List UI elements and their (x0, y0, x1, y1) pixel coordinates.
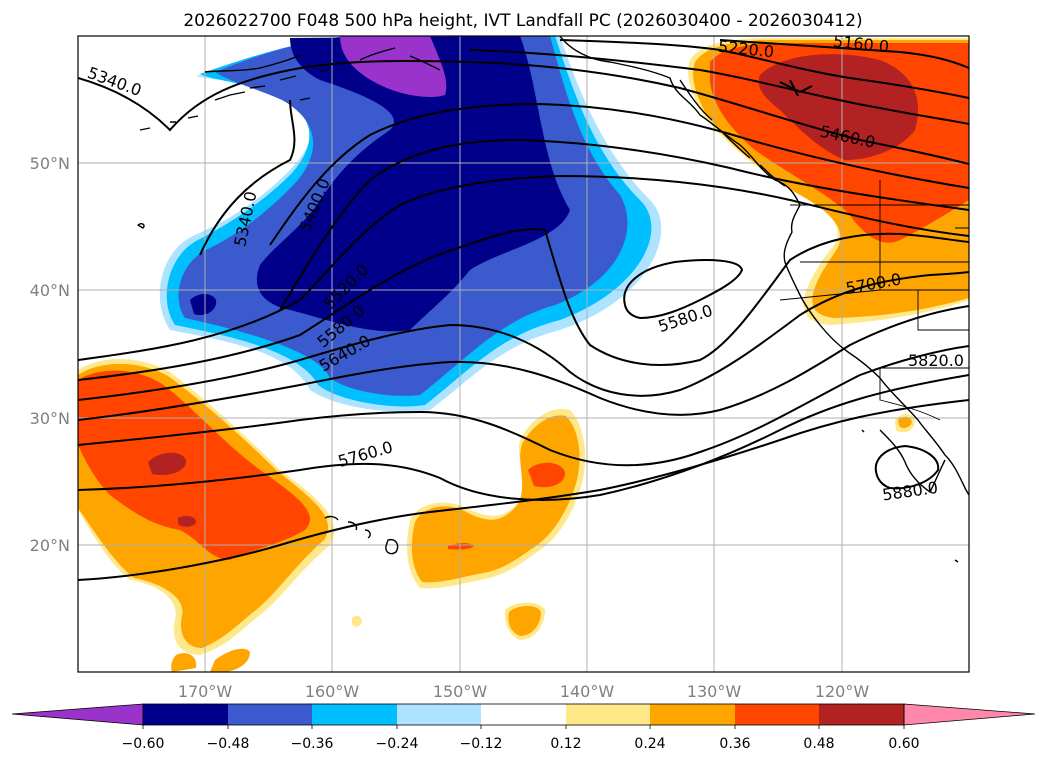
colorbar-tick-label: 0.36 (719, 736, 750, 752)
colorbar-segment (650, 704, 735, 725)
colorbar-segment (481, 704, 566, 725)
colorbar-segment (143, 704, 228, 725)
colorbar-tick-label: 0.24 (634, 736, 665, 752)
y-tick-label: 20°N (30, 536, 70, 555)
y-tick-label: 30°N (30, 409, 70, 428)
colorbar-segment (312, 704, 397, 725)
contour-label: 5820.0 (908, 351, 964, 370)
colorbar-extend-min (11, 703, 144, 726)
y-tick-label: 50°N (30, 154, 70, 173)
colorbar-segment (397, 704, 481, 725)
y-tick-label: 40°N (30, 281, 70, 300)
colorbar-segment (819, 704, 904, 725)
x-tick-label: 170°W (178, 682, 233, 701)
colorbar-tick-label: −0.24 (376, 736, 419, 752)
x-tick-label: 120°W (815, 682, 870, 701)
colorbar-segment (566, 704, 650, 725)
positive-ivt-shading (78, 38, 969, 672)
x-tick-label: 130°W (687, 682, 742, 701)
contour-label: 5160.0 (832, 32, 890, 57)
graticule (78, 36, 969, 672)
colorbar: −0.60 −0.48 −0.36 −0.24 −0.12 0.12 0.24 … (11, 703, 1036, 752)
colorbar-segment (228, 704, 312, 725)
y-axis-ticks: 50°N 40°N 30°N 20°N (30, 154, 70, 555)
colorbar-tick-label: −0.36 (291, 736, 334, 752)
height-contours (78, 39, 969, 581)
colorbar-tick-label: 0.12 (550, 736, 581, 752)
colorbar-tick-label: 0.48 (803, 736, 834, 752)
coastlines (137, 36, 969, 563)
map-panel: 5160.0 5220.0 5340.0 5340.0 5400.0 5460.… (78, 32, 969, 672)
x-tick-label: 140°W (560, 682, 615, 701)
colorbar-ticks (142, 725, 905, 729)
x-axis-ticks: 170°W 160°W 150°W 140°W 130°W 120°W (178, 682, 870, 701)
colorbar-tick-label: −0.12 (460, 736, 503, 752)
colorbar-tick-label: −0.48 (207, 736, 250, 752)
colorbar-segment (735, 704, 819, 725)
x-tick-label: 150°W (433, 682, 488, 701)
map-frame (77, 35, 970, 673)
x-tick-label: 160°W (305, 682, 360, 701)
colorbar-extend-max (903, 703, 1036, 726)
colorbar-tick-label: −0.60 (122, 736, 165, 752)
colorbar-tick-label: 0.60 (888, 736, 919, 752)
figure-title: 2026022700 F048 500 hPa height, IVT Land… (183, 11, 862, 31)
political-borders (779, 180, 969, 421)
